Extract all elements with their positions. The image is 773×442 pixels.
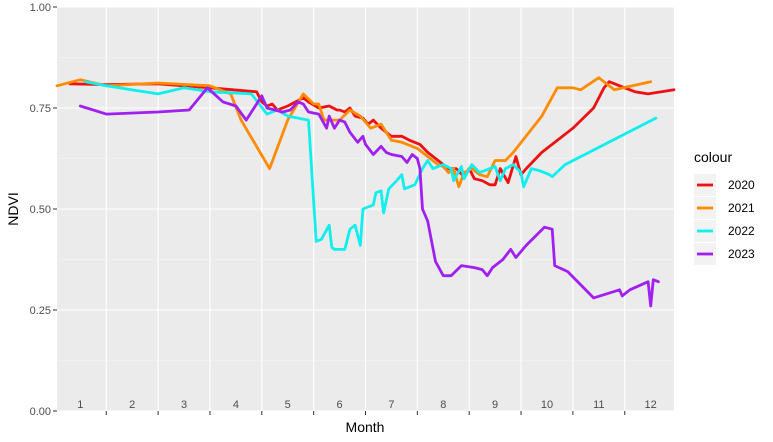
x-axis-ticks: 1 2 3 4 5 6 7 8 9 10 11 12 [77,399,657,415]
series-line-2023 [78,86,660,308]
legend-label-2020: 2020 [728,178,755,192]
x-tick-label: 4 [233,399,239,411]
x-tick-label: 1 [77,399,83,411]
x-tick-label: 2 [129,399,135,411]
legend-label-2022: 2022 [728,224,755,238]
x-tick-label: 8 [440,399,446,411]
x-tick-label: 6 [337,399,343,411]
series-line-2022 [84,80,658,251]
y-tick-label: 0.00 [30,406,51,418]
legend-label-2023: 2023 [728,247,755,261]
x-tick-label: 7 [388,399,394,411]
x-axis-title: Month [346,419,385,435]
legend: colour 2020 2021 2022 2023 [694,149,755,265]
y-tick-label: 0.25 [30,305,51,317]
x-tick-label: 5 [285,399,291,411]
y-tick-label: 1.00 [30,2,51,14]
legend-label-2021: 2021 [728,201,755,215]
y-axis-ticks: 0.00 0.25 0.50 0.75 1.00 [30,2,57,418]
x-tick-label: 9 [492,399,498,411]
y-tick-label: 0.50 [30,204,51,216]
y-tick-label: 0.75 [30,103,51,115]
y-axis-title: NDVI [5,192,21,225]
legend-title: colour [694,149,732,165]
series-line-2021 [55,76,653,189]
x-tick-label: 3 [181,399,187,411]
series-line-2020 [68,80,676,187]
x-tick-label: 12 [645,399,657,411]
x-tick-label: 10 [541,399,553,411]
x-tick-label: 11 [593,399,604,411]
series-lines [55,76,676,308]
